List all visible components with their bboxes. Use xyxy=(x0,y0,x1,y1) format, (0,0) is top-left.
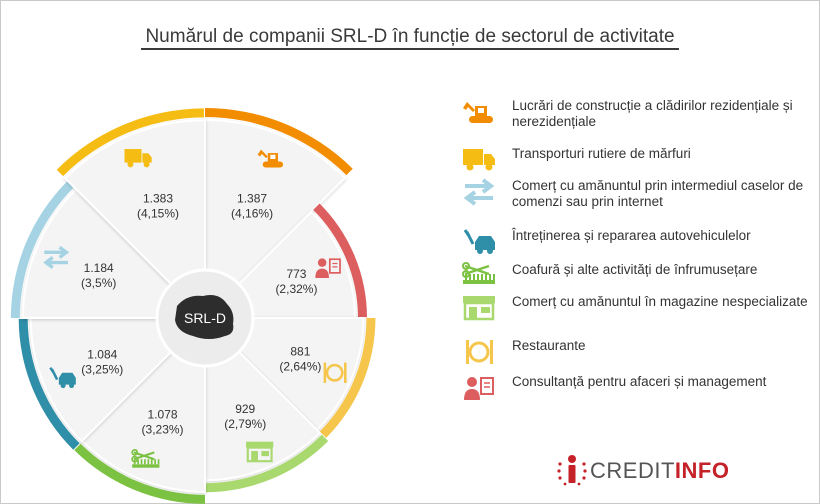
slice: 881(2,64%) xyxy=(237,317,376,438)
consultant-icon xyxy=(464,377,494,400)
slice-value-label: 1.383 xyxy=(143,192,173,206)
scissors-comb-icon xyxy=(462,262,495,284)
chart-title: Numărul de companii SRL-D în funcție de … xyxy=(0,26,820,50)
slice: 773(2,32%) xyxy=(237,203,367,319)
slice-ring xyxy=(74,443,205,504)
slice-percent-label: (4,15%) xyxy=(137,207,179,221)
slice-value-label: 929 xyxy=(235,402,255,416)
slice-percent-label: (4,16%) xyxy=(231,206,273,220)
romania-map-icon xyxy=(175,295,234,339)
slice-value-label: 773 xyxy=(286,267,306,281)
slice-percent-label: (2,32%) xyxy=(275,282,317,296)
legend-label: Consultanță pentru afaceri și management xyxy=(512,374,767,389)
excavator-icon xyxy=(257,149,284,168)
restaurant-icon xyxy=(466,340,493,364)
slice-percent-label: (2,64%) xyxy=(279,360,321,374)
legend-label: Transporturi rutiere de mărfuri xyxy=(512,146,691,161)
legend-label: Comerț cu amănuntul prin intermediul cas… xyxy=(512,178,804,209)
legend-item: Comerț cu amănuntul în magazine nespecia… xyxy=(460,292,810,332)
shop-icon xyxy=(463,296,495,321)
center-label: SRL-D xyxy=(184,310,226,326)
car-repair-icon xyxy=(463,229,495,254)
scissors-comb-icon xyxy=(131,449,160,468)
shop-icon xyxy=(246,441,274,463)
legend-item: Coafură și alte activități de înfrumuseț… xyxy=(460,260,810,300)
slice-ring xyxy=(56,108,204,177)
legend-label: Lucrări de construcție a clădirilor rezi… xyxy=(512,98,793,129)
legend-item: Transporturi rutiere de mărfuri xyxy=(460,144,810,184)
restaurant-icon xyxy=(323,362,347,383)
slice-ring xyxy=(205,434,329,493)
creditinfo-logo: CREDITINFO xyxy=(556,452,756,488)
slice-percent-label: (2,79%) xyxy=(224,417,266,431)
legend-label: Restaurante xyxy=(512,338,586,353)
sunburst-chart: 1.387(4,16%)773(2,32%)881(2,64%)929(2,79… xyxy=(10,108,376,504)
slice-ring xyxy=(205,108,353,176)
slice-value-label: 1.078 xyxy=(148,407,178,421)
legend-label: Comerț cu amănuntul în magazine nespecia… xyxy=(512,294,808,309)
arrows-exchange-icon xyxy=(43,245,70,269)
slice: 929(2,79%) xyxy=(204,350,329,493)
creditinfo-wordmark: CREDITINFO xyxy=(590,458,730,483)
legend-item: Întreținerea și repararea autovehiculelo… xyxy=(460,226,810,266)
legend-item: Comerț cu amănuntul prin intermediul cas… xyxy=(460,176,810,216)
slice-percent-label: (3,5%) xyxy=(81,276,116,290)
legend-label: Coafură și alte activități de înfrumuseț… xyxy=(512,262,758,277)
slice-ring xyxy=(10,181,74,318)
slice-value-label: 1.387 xyxy=(237,191,267,205)
slice-ring xyxy=(319,318,376,438)
slice-percent-label: (3,25%) xyxy=(81,363,123,377)
slice: 1.078(3,23%) xyxy=(74,350,206,504)
legend-item: Lucrări de construcție a clădirilor rezi… xyxy=(460,96,810,136)
slice-value-label: 881 xyxy=(290,345,310,359)
car-repair-icon xyxy=(49,366,76,389)
legend-item: Restaurante xyxy=(460,336,810,376)
slice-percent-label: (3,23%) xyxy=(142,422,184,436)
legend-label: Întreținerea și repararea autovehiculelo… xyxy=(512,228,751,243)
slice-ring xyxy=(313,203,367,318)
truck-icon xyxy=(463,149,495,171)
excavator-icon xyxy=(463,102,493,123)
truck-icon xyxy=(124,149,152,168)
slice-value-label: 1.184 xyxy=(84,261,114,275)
legend-item: Consultanță pentru afaceri și management xyxy=(460,372,810,412)
slice-value-label: 1.084 xyxy=(87,348,117,362)
creditinfo-logo-icon xyxy=(557,455,587,486)
consultant-icon xyxy=(315,258,341,278)
slice-ring xyxy=(18,318,80,450)
arrows-exchange-icon xyxy=(463,178,495,206)
